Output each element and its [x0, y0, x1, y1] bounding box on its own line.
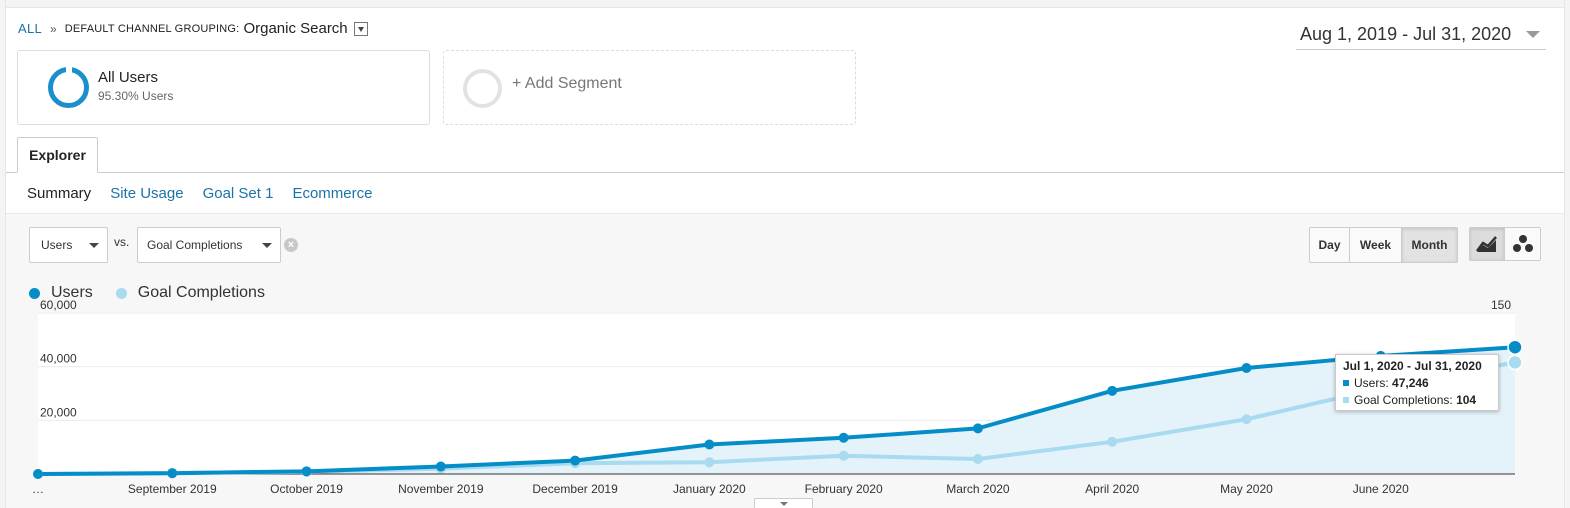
tooltip-swatch-goal-completions	[1343, 397, 1349, 403]
legend-item-goal-completions[interactable]: Goal Completions	[115, 284, 265, 302]
segment-donut-icon	[48, 67, 89, 108]
segment-donut-gap	[66, 67, 72, 73]
point-goal-completions	[838, 450, 849, 461]
x-axis-tick-label: September 2019	[128, 482, 217, 496]
x-axis-tick-label: February 2020	[805, 482, 883, 496]
primary-metric-select[interactable]: Users	[29, 227, 108, 263]
x-axis-tick-label: January 2020	[673, 482, 746, 496]
breadcrumb-separator: »	[50, 21, 57, 36]
tooltip-label-goal-completions: Goal Completions:	[1354, 393, 1453, 407]
point-goal-completions	[1241, 414, 1252, 425]
users-area	[38, 347, 1515, 474]
legend-dot-goal-completions	[115, 287, 127, 299]
tooltip-title: Jul 1, 2020 - Jul 31, 2020	[1343, 359, 1482, 373]
point-users	[972, 423, 983, 434]
x-axis-tick-label: November 2019	[398, 482, 484, 496]
legend-dot-users	[29, 287, 40, 299]
point-users	[1107, 385, 1118, 396]
secondary-metric-value: Goal Completions	[147, 238, 243, 252]
breadcrumb-dimension-value: Organic Search	[243, 20, 348, 37]
legend-label-users: Users	[51, 284, 93, 301]
tab-divider	[6, 172, 1564, 173]
point-users	[167, 468, 178, 479]
point-users	[301, 466, 312, 477]
secondary-metric-select[interactable]: Goal Completions	[137, 227, 281, 263]
caret-down-icon	[89, 243, 99, 248]
date-range-picker[interactable]: Aug 1, 2019 - Jul 31, 2020	[1296, 24, 1546, 50]
series-line-users	[37, 345, 1516, 476]
legend-label-goal-completions: Goal Completions	[137, 284, 265, 301]
dimension-dropdown-button[interactable]	[353, 21, 368, 36]
legend-item-users[interactable]: Users	[29, 284, 93, 302]
subtab-site-usage[interactable]: Site Usage	[110, 185, 184, 202]
left-axis-tick-label: 40,000	[40, 352, 77, 366]
breadcrumb-all-link[interactable]: ALL	[18, 21, 43, 36]
empty-segment-icon	[463, 69, 502, 108]
x-axis-tick-label: March 2020	[946, 482, 1010, 496]
left-axis-tick-label: 60,000	[40, 300, 77, 312]
point-users	[570, 455, 581, 466]
add-segment-button[interactable]: + Add Segment	[443, 50, 856, 125]
x-axis-tick-label: October 2019	[270, 482, 343, 496]
vs-label: vs.	[114, 235, 130, 249]
x-axis-tick-label: May 2020	[1220, 482, 1273, 496]
tooltip-swatch-users	[1343, 380, 1349, 386]
point-goal-completions	[704, 457, 715, 468]
point-users	[1507, 339, 1523, 355]
chart-legend: Users Goal Completions	[29, 284, 288, 302]
segment-title: All Users	[98, 69, 159, 86]
window-right-border	[1564, 0, 1570, 508]
window-left-border	[0, 0, 6, 508]
x-axis-tick-label: June 2020	[1353, 482, 1409, 496]
motion-chart-button[interactable]	[1505, 228, 1540, 260]
line-chart-button[interactable]	[1470, 228, 1505, 260]
point-users	[838, 432, 849, 443]
primary-metric-value: Users	[41, 238, 73, 252]
point-goal-completions	[1107, 436, 1118, 447]
subtab-summary[interactable]: Summary	[27, 185, 92, 202]
caret-down-icon	[262, 243, 272, 248]
segment-all-users[interactable]: All Users 95.30% Users	[17, 50, 430, 125]
line-chart-icon	[1476, 236, 1497, 252]
day-button[interactable]: Day	[1310, 228, 1350, 262]
breadcrumb-dimension-label: DEFAULT CHANNEL GROUPING:	[64, 22, 240, 35]
month-button[interactable]: Month	[1402, 228, 1457, 262]
subtab-bar: Summary Site Usage Goal Set 1 Ecommerce	[27, 185, 391, 202]
granularity-toggle: Day Week Month	[1309, 227, 1458, 263]
chevron-down-icon	[1526, 31, 1540, 38]
x-axis-tick-label: …	[32, 482, 44, 496]
segment-subtitle: 95.30% Users	[98, 89, 174, 103]
tooltip-label-users: Users:	[1354, 376, 1389, 390]
subtab-goal-set-1[interactable]: Goal Set 1	[202, 185, 274, 202]
tooltip-value-goal-completions: 104	[1456, 393, 1477, 407]
point-users	[33, 469, 43, 479]
chart-type-toggle	[1469, 227, 1541, 261]
tab-explorer[interactable]: Explorer	[17, 137, 98, 173]
tooltip-row-users: Users: 47,246	[1343, 376, 1491, 390]
point-goal-completions	[1507, 354, 1523, 371]
breadcrumb: ALL » DEFAULT CHANNEL GROUPING: Organic …	[18, 20, 368, 37]
subtab-ecommerce[interactable]: Ecommerce	[292, 185, 373, 202]
tooltip-row-goal-completions: Goal Completions: 104	[1343, 393, 1491, 407]
x-axis-tick-label: December 2019	[532, 482, 618, 496]
add-segment-label: + Add Segment	[512, 75, 622, 92]
point-goal-completions	[972, 453, 983, 464]
chart-expand-handle[interactable]	[754, 498, 813, 508]
left-axis-tick-label: 20,000	[40, 405, 77, 419]
tooltip-value-users: 47,246	[1392, 376, 1429, 390]
x-axis-tick-label: April 2020	[1085, 482, 1139, 496]
right-axis-tick-label: 150	[1491, 300, 1511, 312]
point-users	[1241, 363, 1252, 374]
week-button[interactable]: Week	[1350, 228, 1402, 262]
remove-metric-icon[interactable]: ×	[284, 238, 298, 252]
point-users	[704, 439, 715, 450]
chart-tooltip: Jul 1, 2020 - Jul 31, 2020 Users: 47,246…	[1335, 354, 1499, 411]
point-users	[435, 461, 446, 472]
motion-chart-icon	[1512, 235, 1533, 252]
date-range-text: Aug 1, 2019 - Jul 31, 2020	[1300, 24, 1512, 44]
window-top-border	[0, 0, 1570, 8]
